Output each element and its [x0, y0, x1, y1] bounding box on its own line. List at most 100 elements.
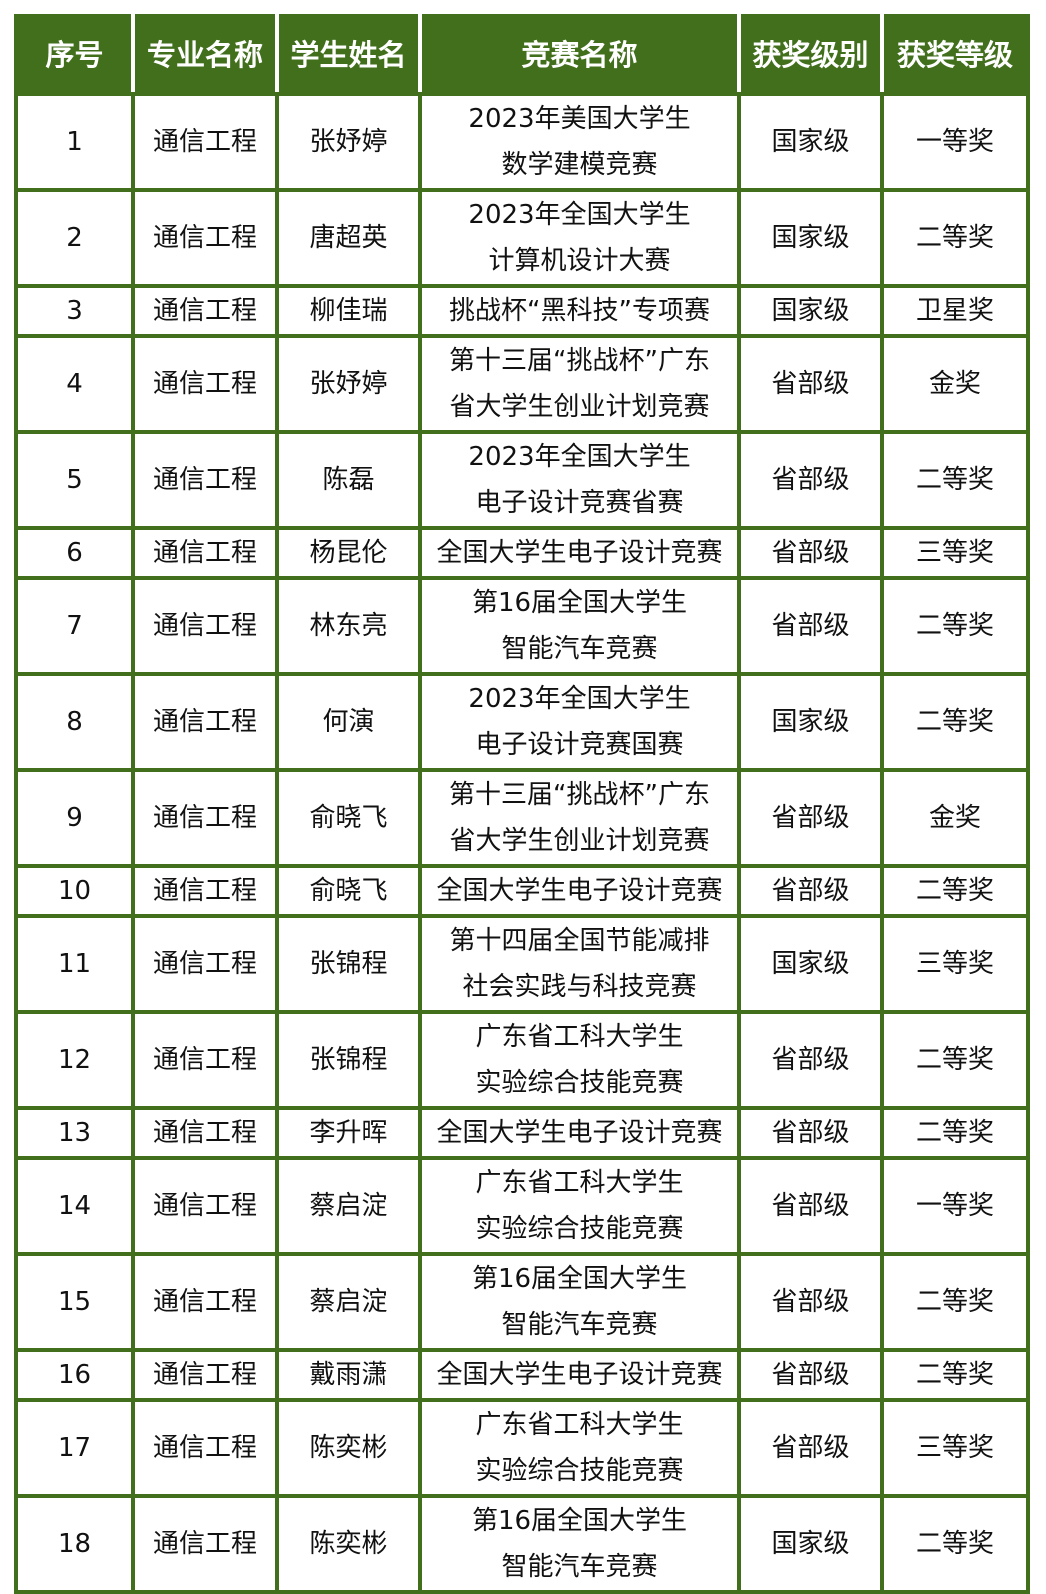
cell-major: 通信工程: [131, 430, 279, 530]
cell-award: 二等奖: [880, 1010, 1030, 1110]
cell-name: 陈奕彬: [275, 1494, 422, 1594]
cell-name: 俞晓飞: [275, 768, 422, 868]
cell-no: 12: [14, 1010, 135, 1110]
cell-award: 二等奖: [880, 1348, 1030, 1402]
cell-name: 俞晓飞: [275, 864, 422, 918]
cell-major: 通信工程: [131, 768, 279, 868]
cell-competition: 广东省工科大学生 实验综合技能竞赛: [418, 1156, 741, 1256]
cell-level: 省部级: [737, 1156, 884, 1256]
cell-major: 通信工程: [131, 334, 279, 434]
cell-major: 通信工程: [131, 526, 279, 580]
cell-award: 二等奖: [880, 430, 1030, 530]
cell-major: 通信工程: [131, 864, 279, 918]
cell-competition: 挑战杯“黑科技”专项赛: [418, 284, 741, 338]
cell-name: 戴雨潇: [275, 1348, 422, 1402]
cell-major: 通信工程: [131, 1252, 279, 1352]
cell-award: 一等奖: [880, 1156, 1030, 1256]
header-competition: 竞赛名称: [418, 14, 741, 96]
cell-name: 林东亮: [275, 576, 422, 676]
cell-no: 7: [14, 576, 135, 676]
cell-major: 通信工程: [131, 576, 279, 676]
table-row: 7 通信工程 林东亮 第16届全国大学生 智能汽车竞赛 省部级 二等奖: [14, 576, 1030, 676]
cell-level: 省部级: [737, 576, 884, 676]
cell-award: 金奖: [880, 334, 1030, 434]
cell-level: 省部级: [737, 430, 884, 530]
cell-level: 省部级: [737, 1398, 884, 1498]
cell-competition: 第十四届全国节能减排 社会实践与科技竞赛: [418, 914, 741, 1014]
table-row: 2 通信工程 唐超英 2023年全国大学生 计算机设计大赛 国家级 二等奖: [14, 188, 1030, 288]
cell-competition: 全国大学生电子设计竞赛: [418, 526, 741, 580]
table-row: 16 通信工程 戴雨潇 全国大学生电子设计竞赛 省部级 二等奖: [14, 1348, 1030, 1402]
cell-award: 三等奖: [880, 526, 1030, 580]
cell-level: 省部级: [737, 768, 884, 868]
cell-no: 10: [14, 864, 135, 918]
table-row: 5 通信工程 陈磊 2023年全国大学生 电子设计竞赛省赛 省部级 二等奖: [14, 430, 1030, 530]
cell-level: 省部级: [737, 1348, 884, 1402]
cell-no: 4: [14, 334, 135, 434]
cell-major: 通信工程: [131, 1398, 279, 1498]
cell-competition: 2023年全国大学生 电子设计竞赛国赛: [418, 672, 741, 772]
cell-award: 二等奖: [880, 1252, 1030, 1352]
table-row: 18 通信工程 陈奕彬 第16届全国大学生 智能汽车竞赛 国家级 二等奖: [14, 1494, 1030, 1594]
table-row: 9 通信工程 俞晓飞 第十三届“挑战杯”广东 省大学生创业计划竞赛 省部级 金奖: [14, 768, 1030, 868]
table-row: 4 通信工程 张妤婷 第十三届“挑战杯”广东 省大学生创业计划竞赛 省部级 金奖: [14, 334, 1030, 434]
cell-major: 通信工程: [131, 914, 279, 1014]
header-name: 学生姓名: [275, 14, 422, 96]
cell-competition: 广东省工科大学生 实验综合技能竞赛: [418, 1010, 741, 1110]
cell-level: 国家级: [737, 284, 884, 338]
cell-award: 二等奖: [880, 1106, 1030, 1160]
cell-competition: 第16届全国大学生 智能汽车竞赛: [418, 1252, 741, 1352]
cell-competition: 第16届全国大学生 智能汽车竞赛: [418, 1494, 741, 1594]
cell-award: 三等奖: [880, 914, 1030, 1014]
cell-no: 5: [14, 430, 135, 530]
cell-competition: 2023年全国大学生 计算机设计大赛: [418, 188, 741, 288]
header-no: 序号: [14, 14, 135, 96]
cell-level: 省部级: [737, 334, 884, 434]
cell-award: 二等奖: [880, 576, 1030, 676]
cell-award: 二等奖: [880, 1494, 1030, 1594]
cell-award: 金奖: [880, 768, 1030, 868]
cell-award: 二等奖: [880, 188, 1030, 288]
cell-competition: 全国大学生电子设计竞赛: [418, 1348, 741, 1402]
cell-no: 16: [14, 1348, 135, 1402]
cell-no: 3: [14, 284, 135, 338]
cell-award: 三等奖: [880, 1398, 1030, 1498]
cell-major: 通信工程: [131, 284, 279, 338]
cell-major: 通信工程: [131, 92, 279, 192]
cell-competition: 广东省工科大学生 实验综合技能竞赛: [418, 1398, 741, 1498]
cell-major: 通信工程: [131, 1010, 279, 1110]
table-row: 10 通信工程 俞晓飞 全国大学生电子设计竞赛 省部级 二等奖: [14, 864, 1030, 918]
cell-no: 9: [14, 768, 135, 868]
table-row: 11 通信工程 张锦程 第十四届全国节能减排 社会实践与科技竞赛 国家级 三等奖: [14, 914, 1030, 1014]
cell-name: 张妤婷: [275, 334, 422, 434]
cell-level: 省部级: [737, 526, 884, 580]
table-row: 12 通信工程 张锦程 广东省工科大学生 实验综合技能竞赛 省部级 二等奖: [14, 1010, 1030, 1110]
cell-no: 15: [14, 1252, 135, 1352]
awards-table: 序号 专业名称 学生姓名 竞赛名称 获奖级别 获奖等级 1 通信工程 张妤婷 2023…: [14, 14, 1030, 1594]
cell-no: 2: [14, 188, 135, 288]
cell-level: 国家级: [737, 914, 884, 1014]
header-major: 专业名称: [131, 14, 279, 96]
cell-name: 张妤婷: [275, 92, 422, 192]
table-row: 14 通信工程 蔡启淀 广东省工科大学生 实验综合技能竞赛 省部级 一等奖: [14, 1156, 1030, 1256]
cell-competition: 2023年美国大学生 数学建模竞赛: [418, 92, 741, 192]
cell-major: 通信工程: [131, 1106, 279, 1160]
cell-name: 李升晖: [275, 1106, 422, 1160]
cell-award: 二等奖: [880, 672, 1030, 772]
cell-name: 唐超英: [275, 188, 422, 288]
cell-competition: 2023年全国大学生 电子设计竞赛省赛: [418, 430, 741, 530]
cell-no: 18: [14, 1494, 135, 1594]
cell-no: 14: [14, 1156, 135, 1256]
table-row: 8 通信工程 何演 2023年全国大学生 电子设计竞赛国赛 国家级 二等奖: [14, 672, 1030, 772]
cell-competition: 第16届全国大学生 智能汽车竞赛: [418, 576, 741, 676]
cell-level: 国家级: [737, 188, 884, 288]
table-row: 17 通信工程 陈奕彬 广东省工科大学生 实验综合技能竞赛 省部级 三等奖: [14, 1398, 1030, 1498]
cell-name: 杨昆伦: [275, 526, 422, 580]
cell-major: 通信工程: [131, 1494, 279, 1594]
cell-competition: 全国大学生电子设计竞赛: [418, 1106, 741, 1160]
cell-level: 国家级: [737, 1494, 884, 1594]
cell-no: 1: [14, 92, 135, 192]
cell-competition: 第十三届“挑战杯”广东 省大学生创业计划竞赛: [418, 768, 741, 868]
table-row: 3 通信工程 柳佳瑞 挑战杯“黑科技”专项赛 国家级 卫星奖: [14, 284, 1030, 338]
cell-major: 通信工程: [131, 1156, 279, 1256]
